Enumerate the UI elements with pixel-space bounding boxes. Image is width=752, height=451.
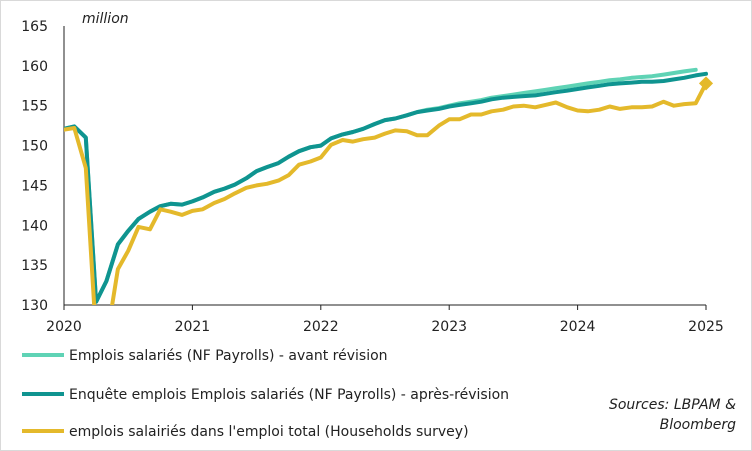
legend-entry: emplois salairiés dans l'emploi total (H… [69,424,469,440]
series-line-3 [64,81,708,305]
y-tick-label: 140 [21,218,48,234]
y-tick-label: 155 [21,99,48,115]
series-end-marker [698,76,714,91]
x-tick-label: 2025 [688,319,724,335]
x-tick-label: 2021 [175,319,211,335]
axes [63,26,706,306]
y-tick-labels: 130 135 140 145 150 155 160 165 [21,19,48,314]
x-tick-label: 2023 [431,319,467,335]
series-line-1 [64,67,698,304]
y-tick-label: 160 [21,59,48,75]
legend-entry: Emplois salariés (NF Payrolls) - avant r… [69,348,388,364]
y-tick-label: 130 [21,298,48,314]
series-line-2 [64,71,708,304]
x-tick-label: 2020 [46,319,82,335]
series-markers [698,76,714,91]
source-note: Sources: LBPAM & Bloomberg [608,397,736,433]
x-tick-label: 2024 [560,319,596,335]
legend: Emplois salariés (NF Payrolls) - avant r… [22,348,509,440]
series-lines [64,67,708,305]
y-unit-label: million [82,11,129,27]
x-tick-labels: 2020 2021 2022 2023 2024 2025 [46,305,724,335]
y-tick-label: 165 [21,19,48,35]
y-tick-label: 150 [21,139,48,155]
legend-entry: Enquête emplois Emplois salariés (NF Pay… [69,387,509,403]
x-tick-label: 2022 [303,319,339,335]
y-tick-label: 135 [21,258,48,274]
y-tick-label: 145 [21,178,48,194]
